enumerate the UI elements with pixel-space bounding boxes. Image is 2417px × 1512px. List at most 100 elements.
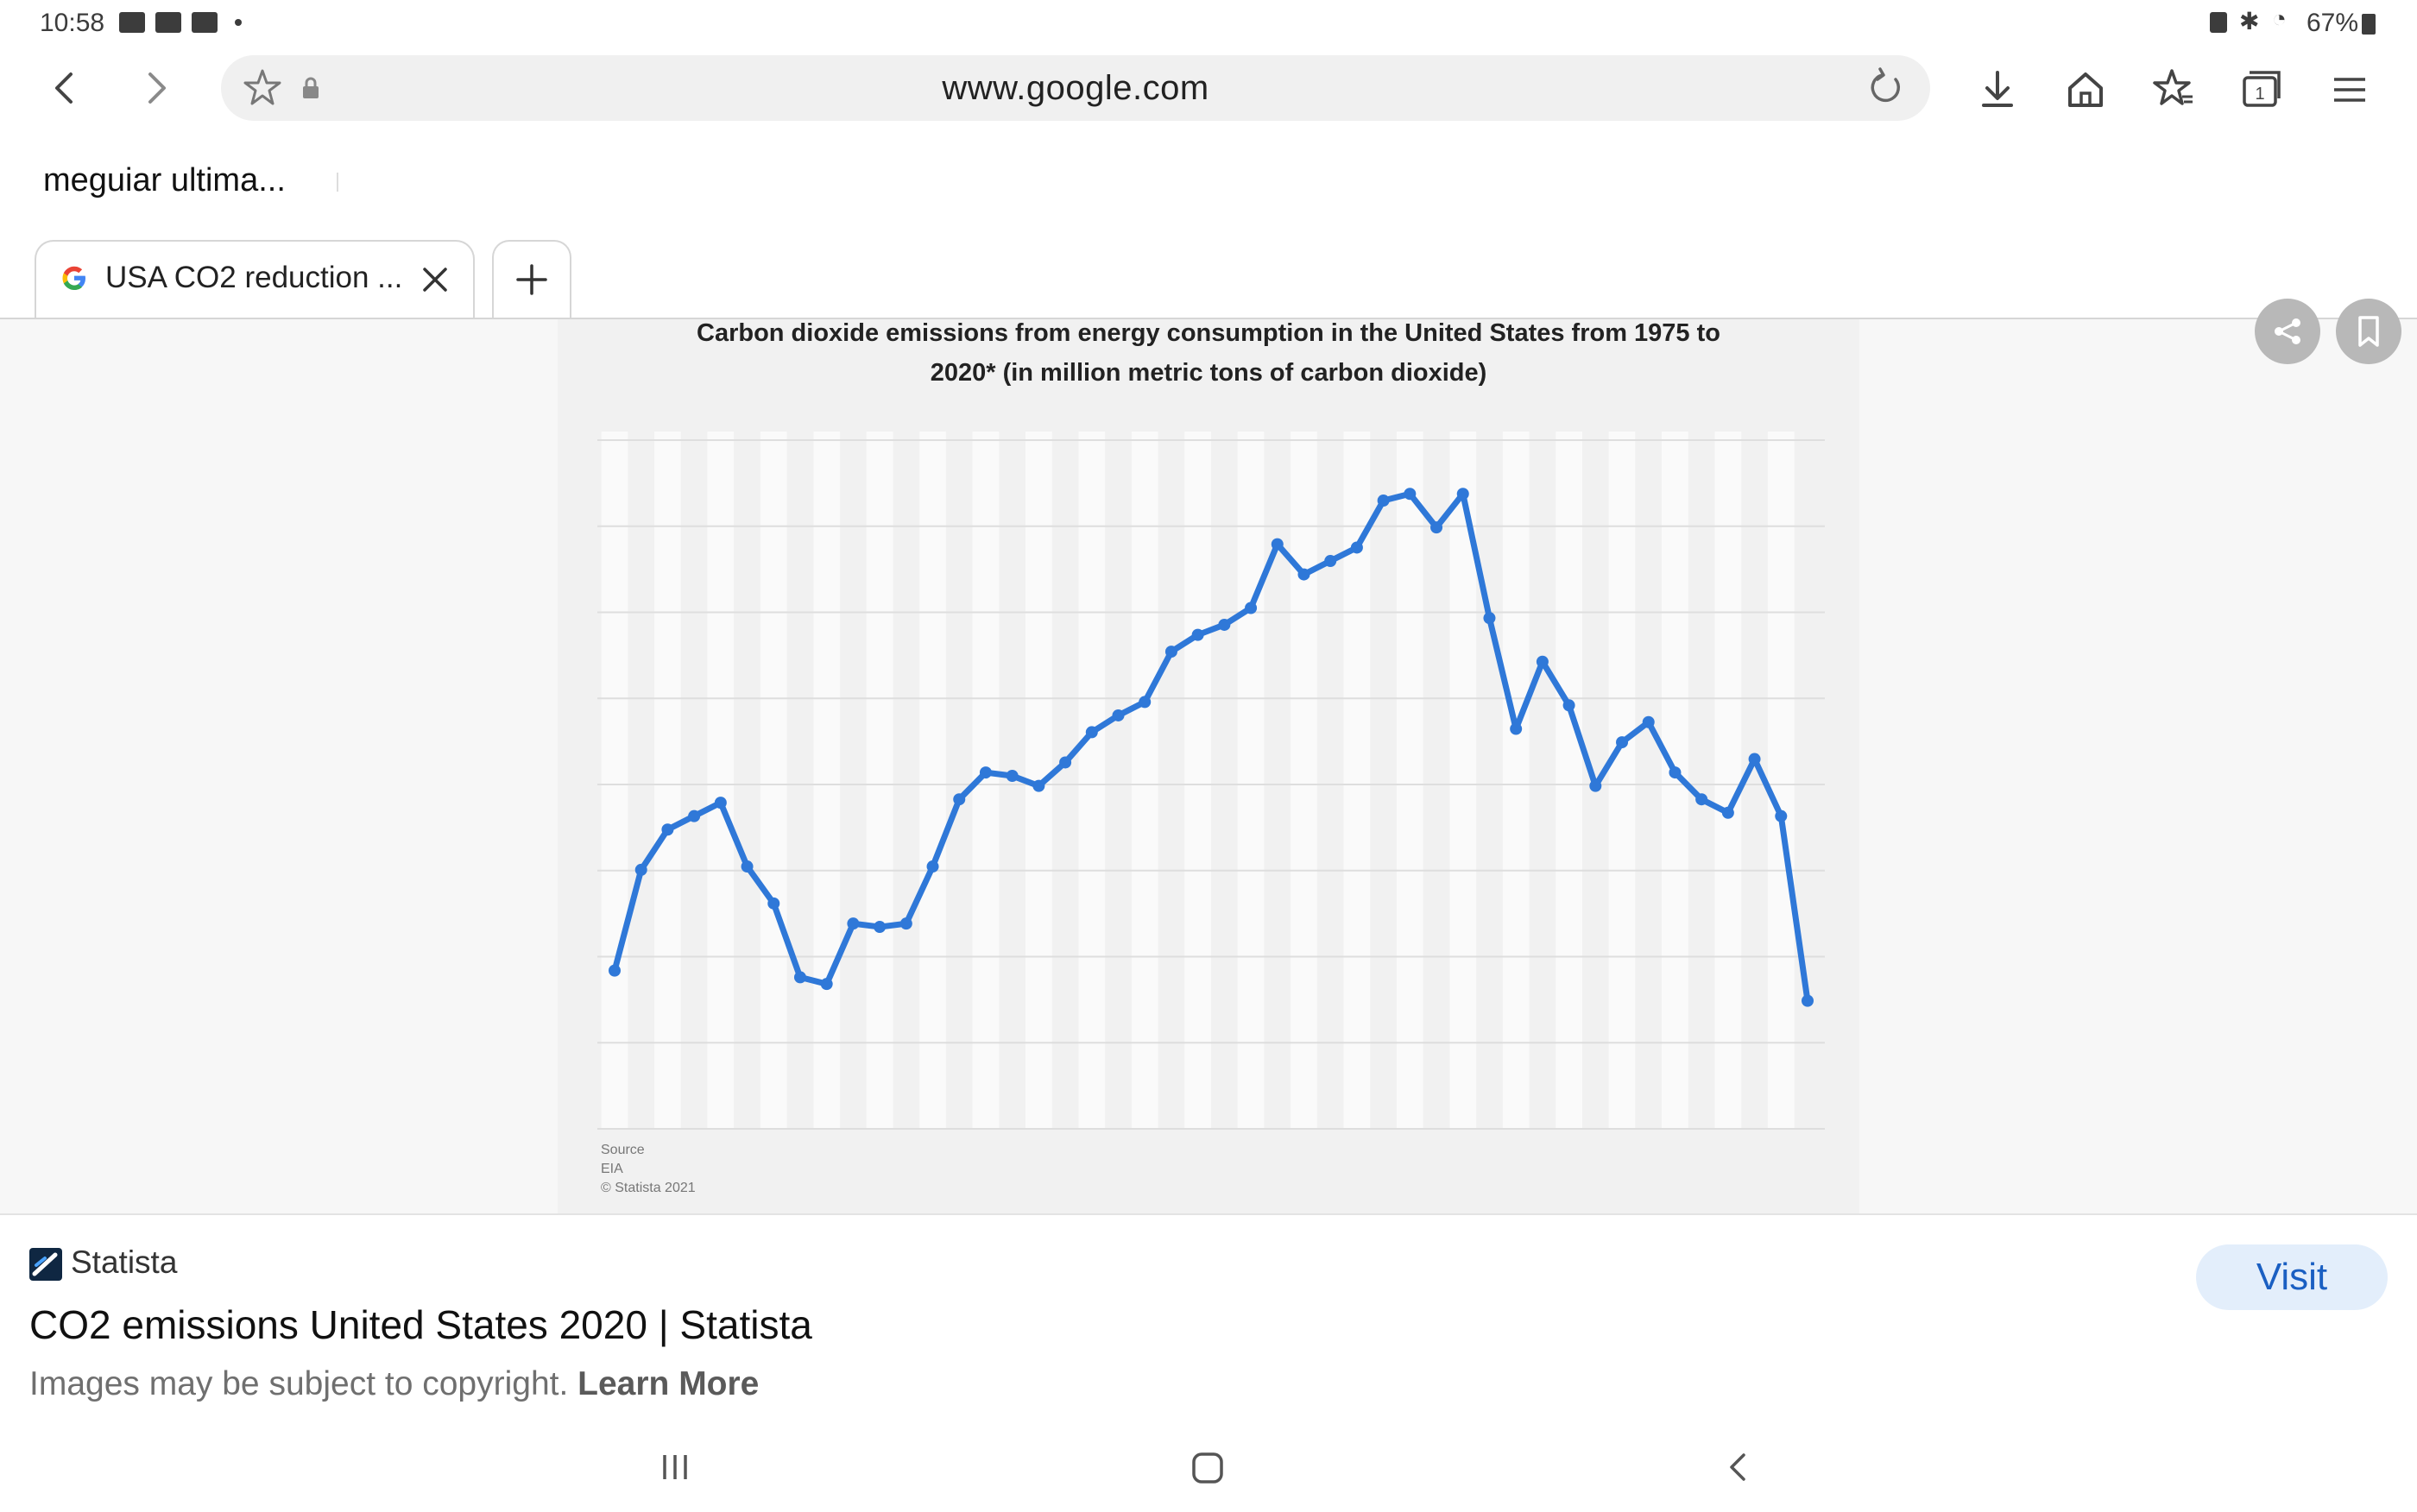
chart-point: [1802, 994, 1814, 1007]
chart-band: [1502, 432, 1530, 1129]
statista-logo-icon: [29, 1248, 62, 1281]
chart-point: [899, 917, 912, 930]
svg-text:1: 1: [2255, 85, 2264, 104]
chart-band: [760, 432, 787, 1129]
chart-point: [1430, 521, 1443, 534]
back-button[interactable]: [38, 60, 93, 116]
more-notifications-dot-icon: [235, 19, 242, 26]
chart-point: [874, 921, 887, 934]
chart-point: [953, 793, 966, 806]
reload-icon[interactable]: [1863, 66, 1908, 110]
chart-point: [847, 917, 860, 930]
chart-source: Source EIA © Statista 2021: [601, 1141, 696, 1198]
chart-point: [714, 797, 727, 810]
chart-band: [1396, 432, 1423, 1129]
chart-point: [741, 860, 754, 873]
new-tab-button[interactable]: [492, 240, 571, 319]
chart-band: [1608, 432, 1636, 1129]
chart-point: [1589, 779, 1602, 792]
wifi-icon: ◔: [2272, 5, 2287, 32]
google-favicon-icon: [62, 266, 85, 290]
chart-point: [1245, 602, 1258, 614]
chart-point: [1510, 722, 1523, 735]
chart-point: [1059, 756, 1072, 769]
chart-point: [1456, 488, 1469, 501]
chart-image[interactable]: Carbon dioxide emissions from energy con…: [558, 319, 1859, 1213]
close-tab-icon[interactable]: [418, 262, 452, 297]
learn-more-link[interactable]: Learn More: [577, 1365, 760, 1402]
chevron-left-icon: [55, 72, 73, 104]
chart-point: [688, 810, 701, 822]
chart-point: [1112, 709, 1125, 721]
bookmarks-button[interactable]: [2146, 62, 2201, 117]
chart-point: [1006, 770, 1019, 782]
copyright-text: Images may be subject to copyright.: [29, 1365, 569, 1402]
chart-band: [1291, 432, 1317, 1129]
visit-label: Visit: [2256, 1256, 2328, 1298]
chart-point: [1748, 753, 1761, 765]
status-time: 10:58: [40, 9, 105, 37]
downloads-button[interactable]: [1970, 62, 2025, 117]
chart-band: [813, 432, 841, 1129]
visit-button[interactable]: Visit: [2196, 1244, 2388, 1310]
chart-point: [1324, 555, 1337, 568]
address-bar[interactable]: www.google.com: [221, 55, 1930, 121]
bookmark-star-icon[interactable]: [240, 66, 285, 110]
chart-point: [634, 863, 647, 876]
bookmark-icon: [2358, 316, 2379, 347]
chart-point: [793, 971, 806, 984]
chart-point: [609, 964, 621, 977]
chart-point: [767, 897, 780, 910]
chart-point: [1695, 793, 1708, 806]
mail-notification-icon: [192, 12, 218, 33]
chart-band: [1131, 432, 1158, 1129]
chart-band: [919, 432, 946, 1129]
chart-band: [1237, 432, 1265, 1129]
chart-band: [601, 432, 628, 1129]
chart-point: [820, 978, 833, 991]
share-button[interactable]: [2255, 299, 2320, 364]
chart-title-line-1: Carbon dioxide emissions from energy con…: [697, 319, 1720, 347]
chevron-right-icon: [148, 72, 166, 104]
chart-point: [1536, 655, 1549, 668]
home-nav-icon[interactable]: [1191, 1452, 1224, 1484]
chart-point: [926, 860, 939, 873]
chart-point: [1218, 618, 1231, 631]
chart-band: [1556, 432, 1582, 1129]
chart-band: [866, 432, 893, 1129]
tabs-icon: 1: [2243, 71, 2281, 107]
bookmark-item[interactable]: meguiar ultima...: [43, 162, 286, 198]
status-bar: 10:58 ✱ ◔ 67%: [0, 0, 2417, 48]
menu-button[interactable]: [2322, 62, 2377, 117]
chart-point: [1483, 612, 1496, 625]
chart-band: [1767, 432, 1795, 1129]
plus-icon: [516, 264, 547, 295]
gallery-notification-icon: [119, 12, 145, 33]
back-nav-icon[interactable]: [1723, 1452, 1754, 1483]
forward-button[interactable]: [128, 60, 183, 116]
chart-point: [1775, 810, 1788, 822]
alarm-icon: [2210, 12, 2227, 33]
recent-apps-icon[interactable]: [658, 1452, 692, 1483]
source-label: Source: [601, 1143, 645, 1157]
tabs-button[interactable]: 1: [2234, 62, 2289, 117]
info-divider: [0, 1213, 2417, 1215]
chart-point: [1616, 736, 1629, 749]
url-text[interactable]: www.google.com: [942, 69, 1209, 107]
chart-point: [1404, 488, 1417, 501]
tab-strip-border: [0, 318, 2417, 319]
chart-band: [1078, 432, 1106, 1129]
chart-point: [1085, 726, 1098, 739]
battery-percent: 67%: [2307, 9, 2359, 37]
chart-point: [1377, 495, 1390, 507]
save-image-button[interactable]: [2336, 299, 2401, 364]
site-name[interactable]: Statista: [71, 1244, 178, 1280]
mail-notification-icon: [155, 12, 181, 33]
result-title[interactable]: CO2 emissions United States 2020 | Stati…: [29, 1302, 812, 1347]
tab-active[interactable]: USA CO2 reduction ...: [35, 240, 475, 321]
chart-title-line-2: 2020* (in million metric tons of carbon …: [930, 359, 1487, 387]
home-button[interactable]: [2058, 62, 2113, 117]
chart-point: [1350, 541, 1363, 554]
chart-point: [1562, 699, 1575, 712]
hamburger-menu-icon: [2334, 78, 2365, 102]
